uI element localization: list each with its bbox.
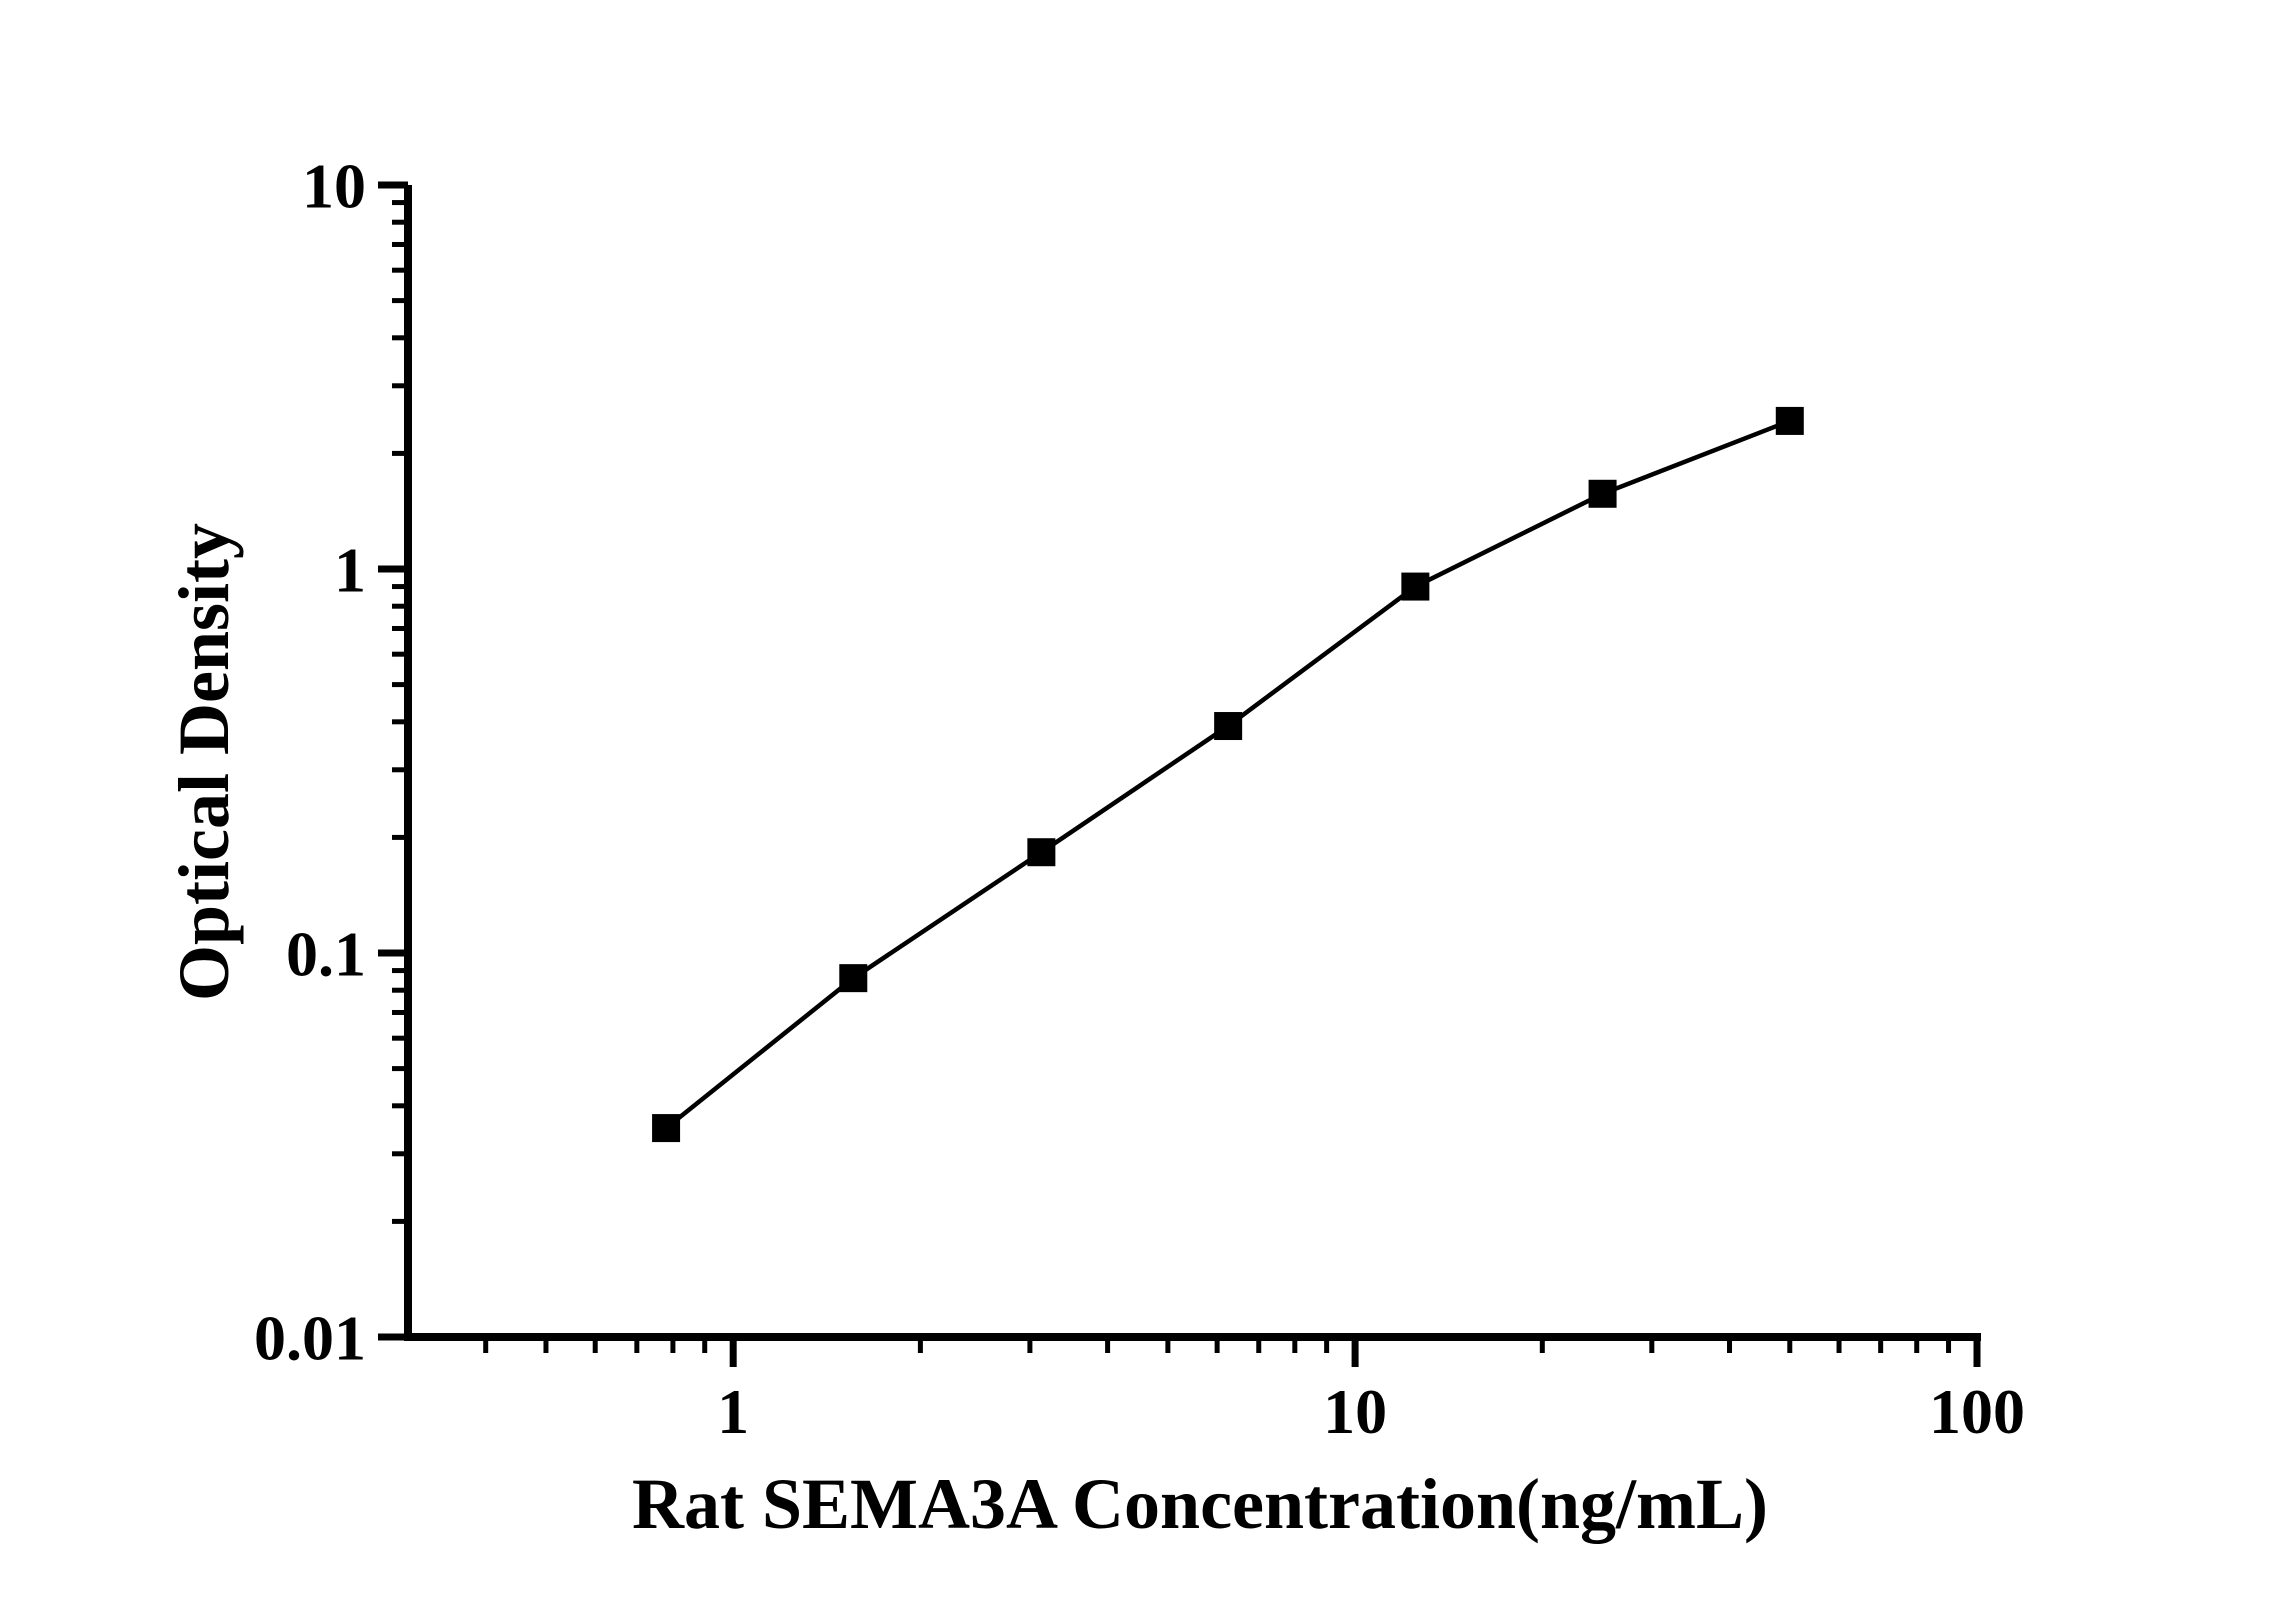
data-point-marker bbox=[839, 964, 868, 993]
data-point-marker bbox=[1401, 572, 1430, 601]
data-point-marker bbox=[1214, 712, 1243, 741]
x-tick-label: 100 bbox=[1929, 1376, 2025, 1447]
standard-curve-line bbox=[664, 418, 1791, 1130]
data-point-marker bbox=[1588, 479, 1617, 508]
data-point-marker bbox=[1027, 838, 1056, 867]
y-axis-title: Optical Density bbox=[164, 523, 244, 1001]
y-tick-label: 1 bbox=[334, 534, 366, 605]
x-tick-label: 1 bbox=[717, 1376, 749, 1447]
y-tick-label: 10 bbox=[302, 150, 366, 221]
x-axis-title: Rat SEMA3A Concentration(ng/mL) bbox=[632, 1464, 1768, 1544]
x-tick-label: 10 bbox=[1323, 1376, 1387, 1447]
data-point-marker bbox=[1775, 406, 1804, 435]
y-tick-label: 0.1 bbox=[286, 918, 366, 989]
y-tick-label: 0.01 bbox=[254, 1302, 366, 1373]
data-point-marker bbox=[652, 1114, 681, 1143]
